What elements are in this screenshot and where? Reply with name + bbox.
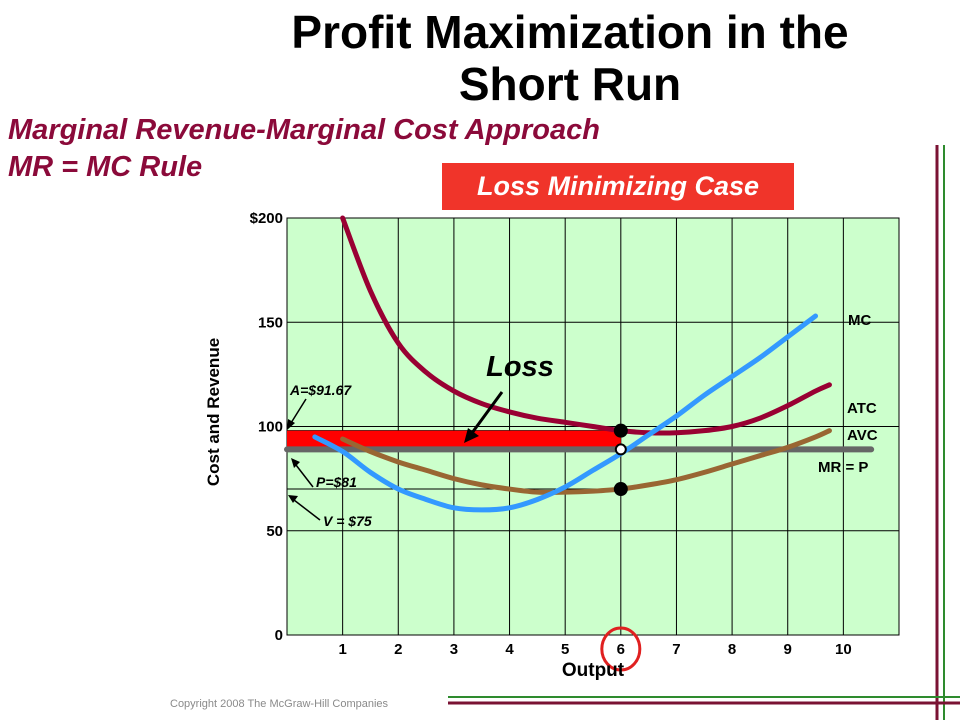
x-tick-label: 10 (835, 641, 852, 658)
x-axis-label: Output (562, 660, 625, 681)
mc-label: MC (848, 312, 871, 329)
atc-label: ATC (847, 400, 877, 417)
x-tick-label: 8 (728, 641, 736, 658)
case-label: Loss Minimizing Case (442, 163, 794, 210)
slide-frame (448, 145, 960, 720)
y-axis-ticks: 0 50 100 150 $200 (250, 210, 283, 644)
y-tick-label: 50 (266, 523, 283, 540)
title-line-1: Profit Maximization in the (291, 6, 849, 58)
y-axis-label: Cost and Revenue (204, 338, 223, 486)
subtitle-line-2: MR = MC Rule (8, 151, 203, 183)
loss-label: Loss (486, 351, 554, 383)
annotation-p: P=$81 (316, 474, 357, 490)
x-tick-label: 6 (617, 641, 625, 658)
y-tick-label: 100 (258, 419, 283, 436)
x-tick-label: 7 (672, 641, 680, 658)
annotation-v: V = $75 (323, 513, 372, 529)
plot-border (286, 217, 900, 636)
curves (284, 215, 875, 513)
x-tick-label: 1 (338, 641, 346, 658)
x-tick-label: 3 (450, 641, 458, 658)
annotation-a: A=$91.67 (289, 382, 352, 398)
loss-area (287, 430, 621, 450)
copyright: Copyright 2008 The McGraw-Hill Companies (170, 698, 389, 710)
slide-title: Profit Maximization in the Short Run (230, 6, 910, 110)
loss-arrow-shaft (470, 391, 504, 434)
y-tick-label: 150 (258, 314, 283, 331)
annotation-arrows (287, 398, 321, 521)
highlight-circle (600, 626, 642, 672)
subtitle-line-1: Marginal Revenue-Marginal Cost Approach (8, 114, 600, 146)
x-axis-ticks: 1 2 3 4 5 6 7 8 9 10 (338, 641, 851, 658)
x-tick-label: 4 (505, 641, 514, 658)
avc-curve (340, 428, 832, 495)
mr-label: MR = P (818, 459, 868, 476)
atc-curve (340, 215, 832, 436)
avc-label: AVC (847, 427, 878, 444)
x-tick-label: 9 (784, 641, 792, 658)
x-tick-label: 5 (561, 641, 569, 658)
y-tick-label: $200 (250, 210, 283, 227)
mc-curve (312, 313, 819, 513)
loss-arrow-head (464, 428, 479, 443)
x-tick-label: 2 (394, 641, 402, 658)
marker-point-1 (613, 423, 628, 438)
marker-point-3 (613, 482, 628, 497)
marker-point-2 (614, 443, 627, 456)
y-tick-label: 0 (275, 627, 283, 644)
markers (613, 423, 628, 497)
title-line-2: Short Run (458, 58, 682, 110)
